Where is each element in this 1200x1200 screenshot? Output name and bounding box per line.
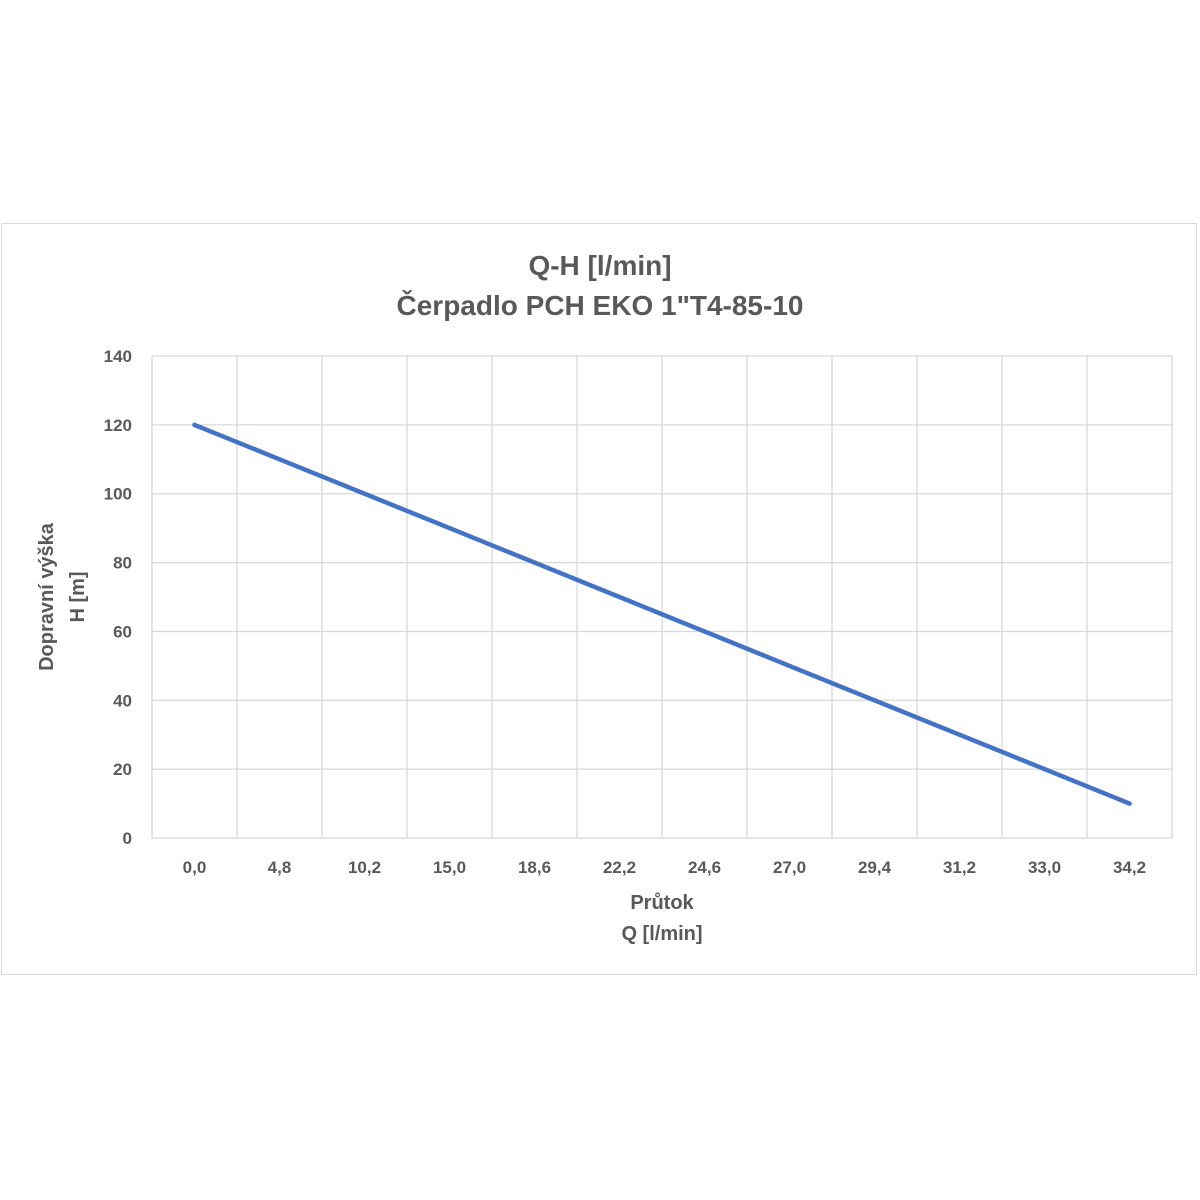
x-tick-label: 27,0 <box>773 858 806 877</box>
y-tick-label: 60 <box>113 622 132 641</box>
x-axis-ticks: 0,0 4,8 10,2 15,0 18,6 22,2 24,6 27,0 29,4 31,2 33… <box>183 858 1146 877</box>
x-tick-label: 29,4 <box>858 858 892 877</box>
x-tick-label: 10,2 <box>348 858 381 877</box>
data-point <box>447 525 452 531</box>
data-point <box>1042 766 1047 772</box>
y-tick-label: 0 <box>123 829 132 848</box>
y-axis-ticks: 0 20 40 60 80 100 120 140 <box>104 347 132 848</box>
x-tick-label: 24,6 <box>688 858 721 877</box>
data-point <box>277 457 282 462</box>
y-axis-title-line1: Dopravní výška <box>36 522 58 671</box>
y-tick-label: 100 <box>104 485 132 504</box>
data-point <box>702 629 707 634</box>
x-tick-label: 31,2 <box>943 858 976 877</box>
series-line <box>192 422 1132 806</box>
x-tick-label: 18,6 <box>518 858 551 877</box>
x-tick-label: 4,8 <box>268 858 292 877</box>
chart-frame <box>1 223 1197 975</box>
data-point <box>617 594 622 600</box>
x-tick-label: 33,0 <box>1028 858 1061 877</box>
data-point <box>1127 801 1132 806</box>
data-point <box>362 491 367 496</box>
data-point <box>872 698 877 703</box>
y-tick-label: 20 <box>113 760 132 779</box>
data-point <box>787 663 792 669</box>
y-tick-label: 140 <box>104 347 132 366</box>
gridlines <box>151 355 1173 839</box>
y-tick-label: 120 <box>104 416 132 435</box>
x-axis-title-line2: Q [l/min] <box>621 923 702 945</box>
data-point <box>532 560 537 565</box>
chart-subtitle: Čerpadlo PCH EKO 1"T4-85-10 <box>397 289 804 321</box>
series-line-group <box>192 422 1132 806</box>
data-point <box>957 732 962 737</box>
chart-title: Q-H [l/min] <box>528 250 671 281</box>
x-axis-title-line1: Průtok <box>630 892 694 914</box>
y-tick-label: 80 <box>113 554 132 573</box>
y-axis-title-line2: H [m] <box>67 571 89 622</box>
x-tick-label: 34,2 <box>1113 858 1146 877</box>
y-tick-label: 40 <box>113 691 132 710</box>
x-tick-label: 22,2 <box>603 858 636 877</box>
data-point <box>192 422 197 428</box>
x-tick-label: 0,0 <box>183 858 207 877</box>
x-tick-label: 15,0 <box>433 858 466 877</box>
